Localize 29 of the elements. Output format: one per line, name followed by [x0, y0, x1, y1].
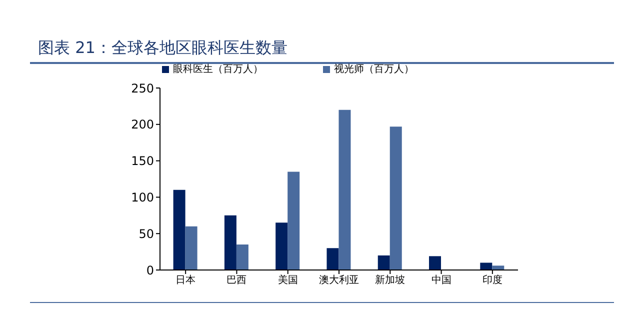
bar — [492, 266, 504, 270]
bar — [326, 248, 339, 270]
y-tick-label: 150 — [131, 154, 154, 168]
y-tick-label: 0 — [146, 263, 154, 278]
bar — [276, 222, 288, 270]
bar — [480, 262, 492, 270]
y-tick-label: 50 — [138, 226, 154, 241]
bar — [288, 172, 300, 270]
x-tick-label: 日本 — [176, 274, 196, 286]
x-tick-label: 澳大利亚 — [319, 274, 359, 286]
legend-label: 视光师（百万人） — [334, 64, 414, 75]
bar — [390, 126, 402, 270]
bar — [338, 110, 351, 270]
x-tick-label: 印度 — [482, 274, 502, 286]
legend-label: 眼科医生（百万人） — [173, 64, 263, 75]
y-tick-label: 250 — [131, 81, 154, 96]
y-tick-label: 100 — [131, 190, 154, 204]
bar — [236, 244, 248, 270]
y-tick-label: 200 — [131, 118, 154, 132]
x-tick-label: 美国 — [278, 274, 298, 286]
bar — [173, 190, 186, 270]
x-tick-label: 中国 — [431, 274, 452, 286]
chart-title: 图表 21：全球各地区眼科医生数量 — [38, 38, 288, 59]
bar — [378, 255, 390, 270]
bar — [429, 256, 442, 270]
bar — [185, 226, 198, 270]
bar — [224, 215, 236, 270]
x-tick-label: 巴西 — [226, 275, 247, 286]
x-tick-label: 新加坡 — [375, 274, 406, 286]
